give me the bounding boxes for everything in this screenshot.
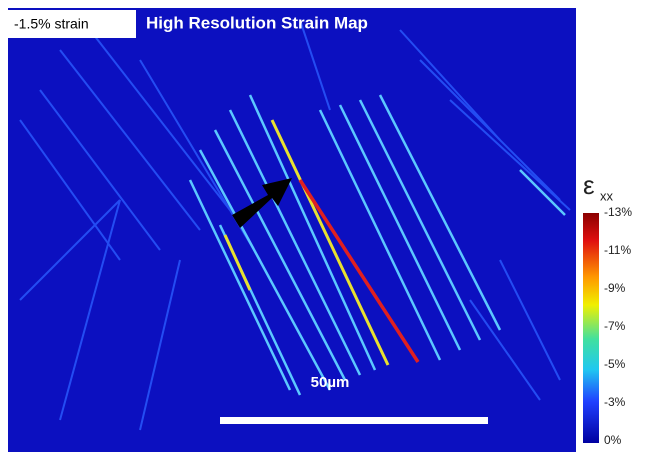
colorbar-tick-label: -5% <box>604 357 626 371</box>
page: -1.5% strain High Resolution Strain Map … <box>0 0 654 452</box>
colorbar-subscript: xx <box>600 188 614 203</box>
colorbar-tick-label: -9% <box>604 281 626 295</box>
colorbar-tick-label: -13% <box>604 205 632 219</box>
colorbar-tick-label: -3% <box>604 395 626 409</box>
strain-label: -1.5% strain <box>14 16 89 32</box>
strain-map: -1.5% strain High Resolution Strain Map … <box>8 8 576 452</box>
colorbar <box>583 213 599 443</box>
colorbar-symbol: ε <box>583 170 595 200</box>
colorbar-tick-label: 0% <box>604 433 622 447</box>
colorbar-tick-label: -7% <box>604 319 626 333</box>
title: High Resolution Strain Map <box>146 13 368 32</box>
colorbar-tick-label: -11% <box>604 243 631 257</box>
scale-bar <box>220 417 488 424</box>
figure: -1.5% strain High Resolution Strain Map … <box>0 0 654 452</box>
scale-bar-label: 50µm <box>311 374 350 391</box>
map-background <box>8 8 576 452</box>
